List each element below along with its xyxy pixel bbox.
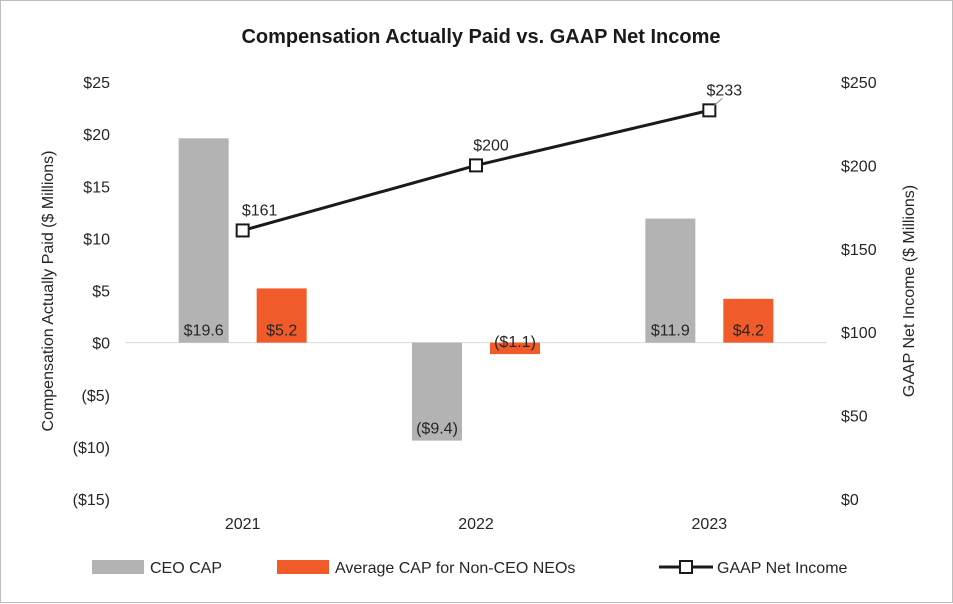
left-axis-title: Compensation Actually Paid ($ Millions) xyxy=(40,150,57,431)
ceo-cap-data-label: $11.9 xyxy=(651,323,690,340)
left-tick-label: $20 xyxy=(83,127,110,144)
left-tick-label: $5 xyxy=(92,284,110,301)
ceo-cap-bar xyxy=(178,138,229,343)
neo-cap-bar xyxy=(490,342,540,355)
net-income-data-label: $200 xyxy=(473,137,509,154)
right-tick-label: $0 xyxy=(841,492,859,509)
left-tick-label: $0 xyxy=(92,336,110,353)
neo-cap-data-label: ($1.1) xyxy=(494,334,536,351)
left-tick-label: ($15) xyxy=(73,492,110,509)
chart-title: Compensation Actually Paid vs. GAAP Net … xyxy=(241,26,720,48)
ceo-cap-data-label: ($9.4) xyxy=(416,421,458,438)
legend-net-income-label: GAAP Net Income xyxy=(717,560,848,577)
right-tick-label: $200 xyxy=(841,158,877,175)
net-income-marker xyxy=(235,223,250,238)
net-income-marker xyxy=(469,158,483,173)
left-tick-label: ($10) xyxy=(73,440,110,457)
net-income-data-label: $233 xyxy=(707,82,743,99)
net-income-data-label: $161 xyxy=(242,202,278,219)
legend: CEO CAP Average CAP for Non-CEO NEOs GAAP … xyxy=(92,560,848,577)
legend-ceo-cap-label: CEO CAP xyxy=(150,560,222,577)
legend-ceo-cap-swatch xyxy=(92,560,144,574)
left-axis-ticks: $25 $20 $15 $10 $5 $0 ($5) ($10) ($15) xyxy=(73,75,110,509)
left-tick-label: $25 xyxy=(83,75,110,92)
right-tick-label: $150 xyxy=(841,242,877,259)
right-axis-ticks: $250 $200 $150 $100 $50 $0 xyxy=(841,75,877,509)
right-tick-label: $100 xyxy=(841,325,877,342)
net-income-line-group: $161 $200 $233 xyxy=(235,82,743,238)
neo-cap-data-label: $4.2 xyxy=(733,323,764,340)
x-category-label: 2022 xyxy=(458,516,494,533)
left-tick-label: ($5) xyxy=(82,388,110,405)
left-tick-label: $15 xyxy=(83,179,110,196)
legend-neo-cap-swatch xyxy=(277,560,329,574)
x-category-label: 2021 xyxy=(225,516,261,533)
right-axis-title: GAAP Net Income ($ Millions) xyxy=(901,185,918,397)
ceo-cap-bar xyxy=(645,218,696,343)
x-category-label: 2023 xyxy=(692,516,728,533)
neo-cap-bar xyxy=(723,298,774,343)
ceo-cap-bar xyxy=(412,342,462,441)
legend-neo-cap-label: Average CAP for Non-CEO NEOs xyxy=(335,560,575,577)
neo-cap-data-label: $5.2 xyxy=(266,323,297,340)
net-income-marker xyxy=(702,103,717,118)
bars-group: $19.6 ($9.4) $11.9 $5.2 ($1.1) $4.2 xyxy=(178,138,774,441)
right-tick-label: $250 xyxy=(841,75,877,92)
net-income-label-leader xyxy=(714,97,723,106)
legend-net-income-marker xyxy=(679,560,693,574)
ceo-cap-data-label: $19.6 xyxy=(184,323,224,340)
x-axis-categories: 2021 2022 2023 xyxy=(225,516,727,533)
neo-cap-bar xyxy=(256,288,307,343)
right-tick-label: $50 xyxy=(841,409,868,426)
left-tick-label: $10 xyxy=(83,231,110,248)
